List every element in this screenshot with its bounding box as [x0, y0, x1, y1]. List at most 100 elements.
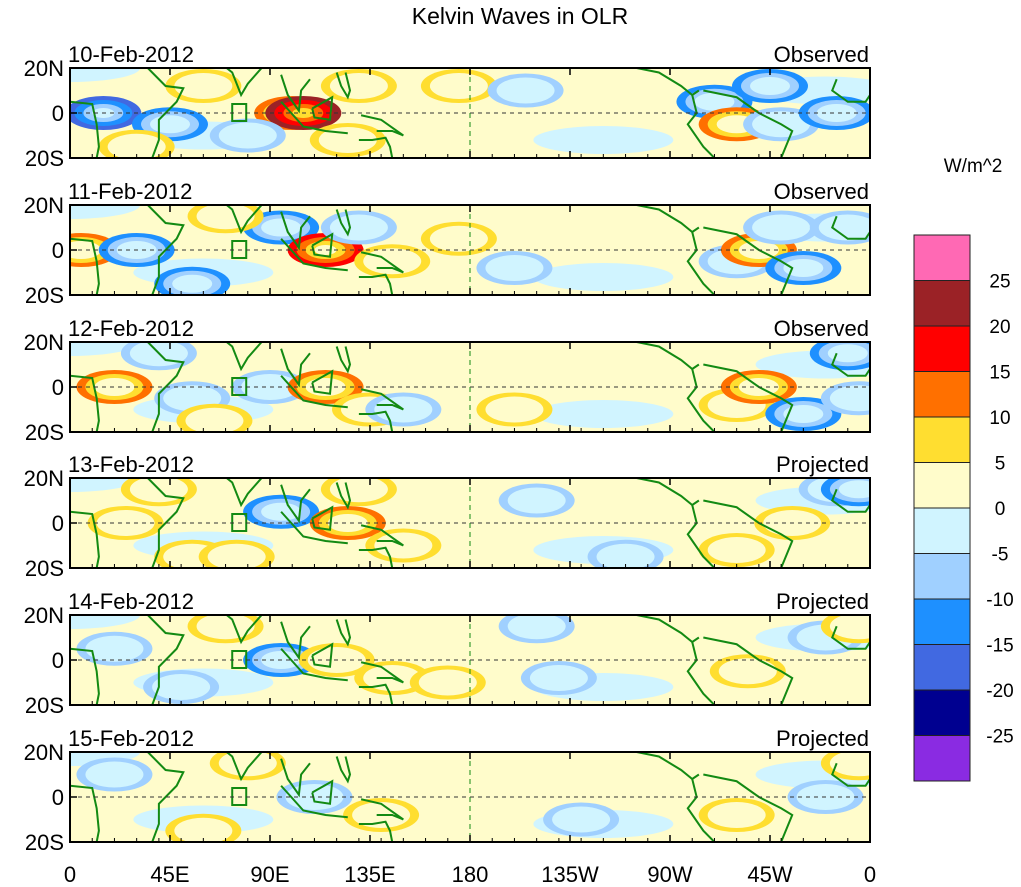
anomaly-contour	[816, 104, 857, 122]
anomaly-band	[533, 400, 674, 428]
colorbar-label: 20	[989, 317, 1010, 338]
coastline	[70, 510, 100, 568]
lon-label: 45W	[747, 862, 792, 887]
lat-label: 20N	[24, 193, 64, 218]
anomaly-contour	[496, 77, 555, 104]
panel-status: Projected	[776, 452, 869, 477]
anomaly-contour	[507, 487, 566, 514]
colorbar-swatch	[913, 325, 971, 372]
coastline	[636, 615, 700, 644]
map-panel: 20N 0 20S 11-Feb-2012 Observed	[24, 179, 871, 308]
coastline	[147, 205, 185, 295]
anomaly-contour	[718, 658, 777, 685]
coastline	[225, 342, 263, 372]
coastline	[280, 101, 348, 135]
map-panel: 20N 0 20S 13-Feb-2012 Projected	[24, 452, 871, 581]
coastline	[147, 342, 185, 432]
anomaly-band	[70, 68, 140, 82]
anomaly-contour	[363, 248, 422, 275]
coastline	[703, 636, 794, 705]
coastline	[831, 78, 870, 103]
lat-label: 0	[52, 101, 64, 126]
coastline	[636, 68, 700, 97]
coastline	[335, 209, 352, 237]
coastline	[280, 511, 348, 545]
olr-anomaly-field	[70, 68, 870, 158]
coastline	[703, 363, 794, 432]
lat-label: 20N	[24, 740, 64, 765]
anomaly-contour	[507, 615, 566, 640]
coastline	[280, 785, 348, 819]
coastline	[280, 375, 348, 409]
coastline	[636, 342, 700, 371]
colorbar-swatch	[913, 735, 971, 782]
colorbar-swatch	[913, 553, 971, 600]
coastline	[147, 752, 185, 842]
anomaly-contour	[218, 752, 277, 777]
map-panel: 20N 0 20S 15-Feb-2012 Projected	[24, 726, 871, 855]
coastline	[147, 478, 185, 568]
coastline	[280, 758, 311, 798]
anomaly-band	[533, 126, 674, 154]
lat-label: 0	[52, 375, 64, 400]
colorbar-swatch	[913, 462, 971, 509]
olr-anomaly-field	[70, 752, 870, 842]
colorbar-swatch	[913, 280, 971, 327]
anomaly-contour	[707, 537, 766, 563]
lat-label: 20S	[25, 283, 64, 308]
coastline	[358, 683, 394, 705]
lat-label: 20N	[24, 56, 64, 81]
coastline	[280, 621, 311, 661]
coastline	[703, 499, 794, 568]
lat-label: 20S	[25, 693, 64, 718]
coastline	[335, 756, 352, 784]
coastline	[147, 615, 185, 705]
panel-date: 11-Feb-2012	[68, 179, 192, 204]
lon-label: 90W	[647, 862, 692, 887]
anomaly-contour	[338, 77, 379, 95]
panel-status: Observed	[774, 179, 869, 204]
map-panel: 20N 0 20S 10-Feb-2012 Observed	[24, 42, 871, 171]
coastline	[147, 68, 185, 158]
coastline	[70, 237, 100, 295]
panel-status: Observed	[774, 42, 869, 67]
panel-status: Projected	[776, 726, 869, 751]
anomaly-contour	[418, 669, 477, 696]
colorbar-label: -20	[986, 681, 1013, 702]
anomaly-contour	[838, 480, 870, 499]
anomaly-band	[70, 615, 140, 629]
olr-anomaly-field	[70, 615, 870, 705]
coastline	[335, 482, 352, 510]
anomaly-band	[70, 205, 140, 219]
coastline	[686, 231, 716, 295]
coastline	[831, 625, 870, 650]
coastline	[686, 778, 716, 842]
panel-date: 10-Feb-2012	[68, 42, 194, 67]
colorbar-swatch	[913, 689, 971, 736]
coastline	[225, 615, 263, 645]
panel-date: 12-Feb-2012	[68, 316, 194, 341]
coastline	[831, 215, 870, 240]
anomaly-band	[533, 263, 674, 291]
coastline	[636, 478, 700, 507]
coastline	[360, 388, 404, 411]
lon-label: 0	[64, 862, 76, 887]
panel-date: 15-Feb-2012	[68, 726, 194, 751]
olr-anomaly-field	[70, 342, 870, 432]
anomaly-contour	[107, 133, 166, 158]
lat-label: 0	[52, 648, 64, 673]
coastline	[358, 273, 394, 295]
lat-label: 20N	[24, 603, 64, 628]
colorbar-label: 15	[989, 363, 1010, 384]
coastline	[280, 484, 311, 524]
colorbar-units: W/m^2	[944, 156, 1003, 177]
lat-label: 20S	[25, 830, 64, 855]
coastline	[311, 232, 334, 258]
figure-title: Kelvin Waves in OLR	[412, 3, 628, 29]
anomaly-contour	[152, 674, 211, 700]
panel-status: Observed	[774, 316, 869, 341]
coastline	[703, 226, 794, 295]
anomaly-contour	[552, 806, 611, 833]
colorbar-swatch	[913, 371, 971, 418]
coastline	[335, 619, 352, 647]
